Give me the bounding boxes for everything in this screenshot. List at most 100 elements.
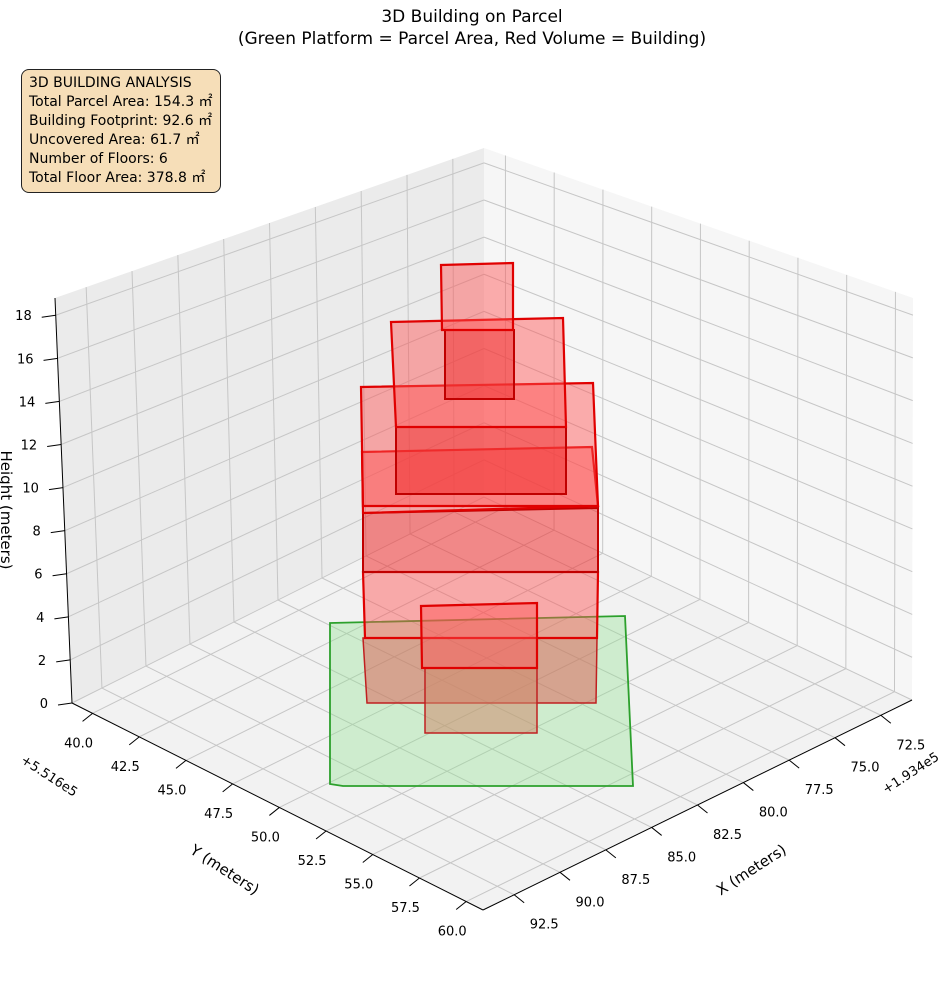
grid-line-y <box>796 257 799 646</box>
info-line-floors: Number of Floors: 6 <box>29 151 168 167</box>
y-axis-line <box>71 702 484 911</box>
building-floor-6-top <box>439 261 515 332</box>
grid-line-z <box>483 310 913 487</box>
x-axis-label: X (meters) <box>713 841 790 899</box>
x-tick-label: 72.5 <box>896 738 925 753</box>
y-axis-label: Y (meters) <box>186 840 263 898</box>
y-tick-label: 60.0 <box>438 925 467 940</box>
y-tick-label: 50.0 <box>251 830 280 845</box>
z-tick-mark <box>52 573 67 577</box>
y-tick-label: 57.5 <box>391 901 420 916</box>
x-offset-label: +1.934e5 <box>880 750 942 798</box>
grid-line-y <box>465 691 895 902</box>
grid-lines <box>55 155 914 902</box>
z-tick-mark <box>41 314 56 318</box>
y-tick-label: 47.5 <box>204 807 233 822</box>
y-tick-mark <box>222 783 233 793</box>
z-tick-label: 10 <box>22 482 39 497</box>
grid-line-x <box>101 687 515 896</box>
grid-line-x <box>85 287 103 689</box>
building-floor-4 <box>395 426 567 495</box>
grid-line-x <box>314 206 323 579</box>
y-tick-label: 40.0 <box>64 736 93 751</box>
y-tick-mark <box>362 854 374 863</box>
x-tick-mark <box>743 782 754 791</box>
grid-line-z <box>55 162 485 316</box>
grid-line-z <box>64 348 485 532</box>
y-tick-mark <box>409 877 420 887</box>
grid-line-z <box>59 236 485 402</box>
grid-line-x <box>223 239 235 623</box>
x-tick-label: 82.5 <box>713 828 742 843</box>
info-line-total-floor-area: Total Floor Area: 378.8 ㎡ <box>29 170 206 186</box>
z-tick-mark <box>43 357 58 361</box>
x-tick-label: 90.0 <box>576 895 605 910</box>
info-box-title: 3D BUILDING ANALYSIS <box>29 75 192 91</box>
y-tick-mark <box>82 712 93 722</box>
grid-line-z <box>483 385 913 573</box>
analysis-info-box: 3D BUILDING ANALYSIS Total Parcel Area: … <box>21 69 221 193</box>
x-tick-mark <box>880 714 892 724</box>
grid-line-x <box>189 643 607 851</box>
y-tick-mark <box>315 830 327 840</box>
z-tick-mark <box>45 400 60 404</box>
x-tick-label: 77.5 <box>805 783 834 798</box>
z-tick-label: 6 <box>34 568 42 583</box>
x-tick-mark <box>559 871 571 881</box>
y-tick-mark <box>455 901 467 910</box>
grid-line-z <box>483 162 914 316</box>
grid-line-z <box>66 385 485 575</box>
z-axis-line <box>54 297 73 704</box>
building-floor-6 <box>444 329 515 400</box>
right-wall-pane <box>484 148 913 700</box>
building-volume <box>329 261 634 787</box>
z-tick-mark <box>47 443 62 447</box>
chart-title-line-1: 3D Building on Parcel <box>381 7 563 27</box>
z-tick-label: 16 <box>17 352 34 367</box>
x-tick-mark <box>788 759 800 769</box>
y-offset-label: +5.516e5 <box>18 753 80 801</box>
x-tick-label: 80.0 <box>759 806 788 821</box>
x-tick-mark <box>834 737 846 747</box>
y-tick-label: 45.0 <box>157 783 186 798</box>
grid-line-y <box>699 223 701 600</box>
z-tick-label: 2 <box>38 654 46 669</box>
grid-line-y <box>893 291 896 692</box>
z-tick-label: 4 <box>36 611 44 626</box>
z-tick-mark <box>54 616 69 620</box>
info-line-parcel-area: Total Parcel Area: 154.3 ㎡ <box>29 94 213 110</box>
y-tick-label: 42.5 <box>111 760 140 775</box>
x-tick-label: 85.0 <box>667 850 696 865</box>
info-line-uncovered-area: Uncovered Area: 61.7 ㎡ <box>29 132 200 148</box>
y-tick-mark <box>128 736 140 746</box>
x-tick-mark <box>605 849 617 859</box>
grid-line-x <box>145 665 561 873</box>
left-wall-pane <box>55 148 484 703</box>
y-tick-label: 55.0 <box>344 877 373 892</box>
y-tick-label: 52.5 <box>298 854 327 869</box>
building-base-core <box>419 601 539 670</box>
y-tick-mark <box>269 807 280 816</box>
z-tick-mark <box>48 487 64 491</box>
grid-line-y <box>845 274 848 669</box>
grid-line-z <box>483 273 913 444</box>
z-axis-label: Height (meters) <box>0 451 15 570</box>
grid-line-x <box>131 271 147 667</box>
chart-title-line-2: (Green Platform = Parcel Area, Red Volum… <box>237 29 707 49</box>
x-tick-label: 87.5 <box>621 873 650 888</box>
tick-labels: 0 2 4 6 8 10 12 14 16 18 40.0 42.5 45.0 47.5 50.0 52.5 5… <box>15 309 925 939</box>
y-tick-mark <box>175 760 187 769</box>
x-tick-label: 92.5 <box>530 918 559 933</box>
grid-line-x <box>360 190 367 556</box>
building-floor-2 <box>362 506 599 573</box>
grid-line-z <box>483 236 913 402</box>
grid-line-z <box>483 199 914 359</box>
info-line-building-footprint: Building Footprint: 92.6 ㎡ <box>29 113 213 129</box>
z-tick-mark <box>56 659 71 663</box>
grid-line-z <box>62 310 485 489</box>
grid-line-z <box>57 199 485 359</box>
grid-line-x <box>177 255 191 645</box>
grid-line-z <box>483 348 913 530</box>
z-tick-mark <box>50 530 65 534</box>
